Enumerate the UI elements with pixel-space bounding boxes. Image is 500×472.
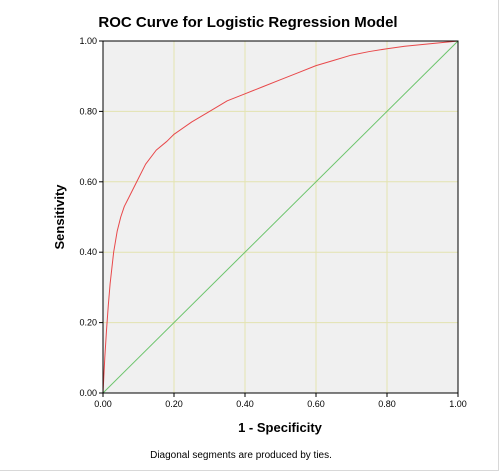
y-tick-label: 0.80: [79, 106, 97, 116]
x-tick-label: 0.40: [236, 399, 254, 409]
y-tick-label: 1.00: [79, 36, 97, 46]
y-tick-label: 0.60: [79, 177, 97, 187]
footnote: Diagonal segments are produced by ties.: [150, 450, 332, 461]
x-axis-label: 1 - Specificity: [238, 420, 323, 435]
x-tick-label: 0.80: [378, 399, 396, 409]
x-tick-label: 0.60: [307, 399, 325, 409]
plot-border: [102, 40, 459, 394]
y-tick-label: 0.40: [79, 247, 97, 257]
axis-ticks: 0.00 0.20 0.40 0.60 0.80 1.00 0.00 0.20 0.40 0.60…: [79, 36, 466, 409]
x-tick-label: 1.00: [449, 399, 467, 409]
y-tick-label: 0.20: [79, 318, 97, 328]
roc-curve-line: [102, 40, 459, 394]
x-tick-label: 0.00: [94, 399, 112, 409]
y-tick-label: 0.00: [79, 388, 97, 398]
grid-lines: [103, 41, 458, 393]
x-tick-label: 0.20: [165, 399, 183, 409]
chart-title: ROC Curve for Logistic Regression Model: [98, 14, 397, 31]
reference-diagonal-line: [102, 40, 459, 394]
y-axis-label: Sensitivity: [52, 184, 67, 250]
series-layer: [102, 40, 459, 394]
